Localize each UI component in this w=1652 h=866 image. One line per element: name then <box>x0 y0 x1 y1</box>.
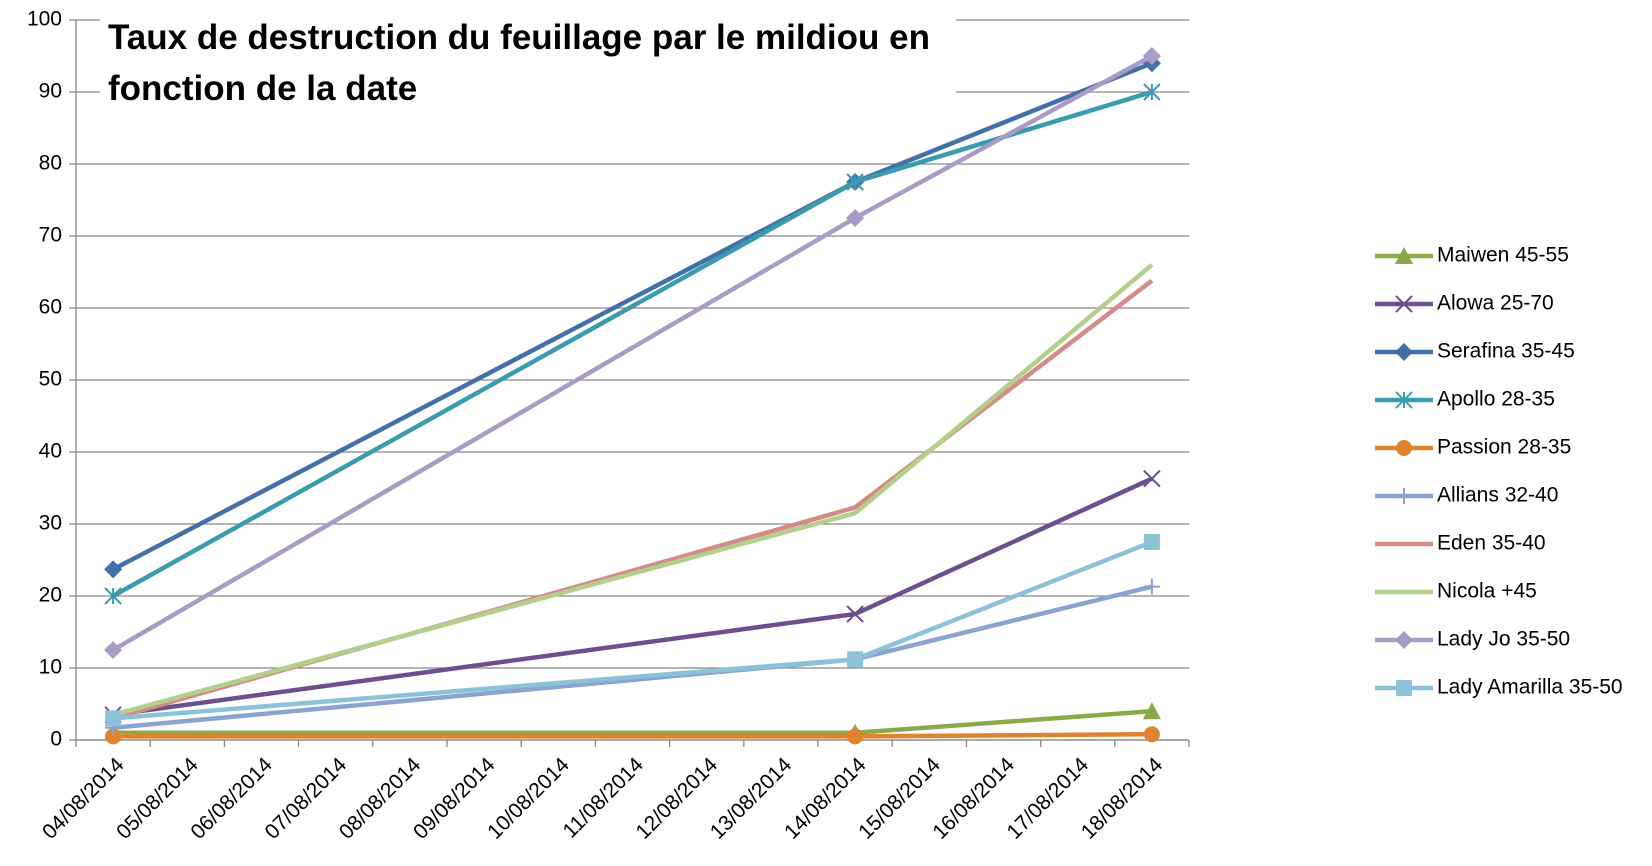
y-tick-label: 0 <box>50 728 62 751</box>
marker <box>1143 469 1161 488</box>
legend-label: Nicola +45 <box>1437 580 1537 603</box>
marker <box>1396 488 1412 504</box>
legend-label: Eden 35-40 <box>1437 532 1546 555</box>
y-tick-label: 100 <box>27 8 62 31</box>
marker <box>846 605 864 623</box>
y-tick-label: 20 <box>39 584 62 607</box>
marker <box>846 173 864 191</box>
y-tick-label: 70 <box>39 224 62 247</box>
marker <box>104 587 122 605</box>
series <box>104 54 1161 579</box>
y-tick-label: 10 <box>39 656 62 679</box>
series <box>104 47 1161 659</box>
marker <box>104 560 123 579</box>
series <box>104 83 1161 605</box>
marker <box>1143 726 1160 743</box>
marker <box>847 651 864 668</box>
marker <box>1143 83 1161 101</box>
marker <box>1142 47 1161 65</box>
y-tick-label: 30 <box>39 512 62 535</box>
x-tick-label: 18/08/2014 <box>1077 753 1168 844</box>
series <box>104 469 1161 724</box>
y-tick-label: 40 <box>39 440 62 463</box>
legend-label: Alowa 25-70 <box>1437 292 1554 315</box>
marker <box>846 209 865 227</box>
marker <box>1395 391 1413 409</box>
y-tick-label: 60 <box>39 296 62 319</box>
chart-title: Taux de destruction du feuillage par le … <box>100 12 956 114</box>
marker <box>104 641 123 659</box>
marker <box>105 710 122 727</box>
series-line <box>113 731 1152 739</box>
marker <box>1395 295 1413 313</box>
legend-label: Maiwen 45-55 <box>1437 244 1569 267</box>
marker <box>1395 247 1413 264</box>
legend-label: Serafina 35-45 <box>1437 340 1575 363</box>
marker <box>1395 631 1413 649</box>
legend-label: Lady Jo 35-50 <box>1437 628 1570 651</box>
marker <box>1143 534 1160 550</box>
marker <box>1142 702 1161 720</box>
series-line <box>112 263 1154 717</box>
legend-label: Allians 32-40 <box>1437 484 1558 507</box>
y-tick-label: 80 <box>39 152 62 175</box>
series-line <box>111 54 1153 652</box>
y-tick-label: 90 <box>39 80 62 103</box>
marker <box>1395 343 1413 361</box>
legend-label: Apollo 28-35 <box>1437 388 1555 411</box>
series <box>112 263 1154 717</box>
marker <box>1143 578 1160 595</box>
series <box>105 534 1160 727</box>
legend-label: Lady Amarilla 35-50 <box>1437 676 1623 699</box>
marker <box>1396 440 1412 456</box>
marker <box>1396 680 1412 696</box>
y-tick-label: 50 <box>39 368 62 391</box>
marker <box>105 728 122 745</box>
x-tick-label: 10/08/2014 <box>483 753 574 844</box>
legend-label: Passion 28-35 <box>1437 436 1571 459</box>
series <box>105 726 1160 745</box>
series-line <box>112 89 1153 598</box>
marker <box>847 728 864 745</box>
